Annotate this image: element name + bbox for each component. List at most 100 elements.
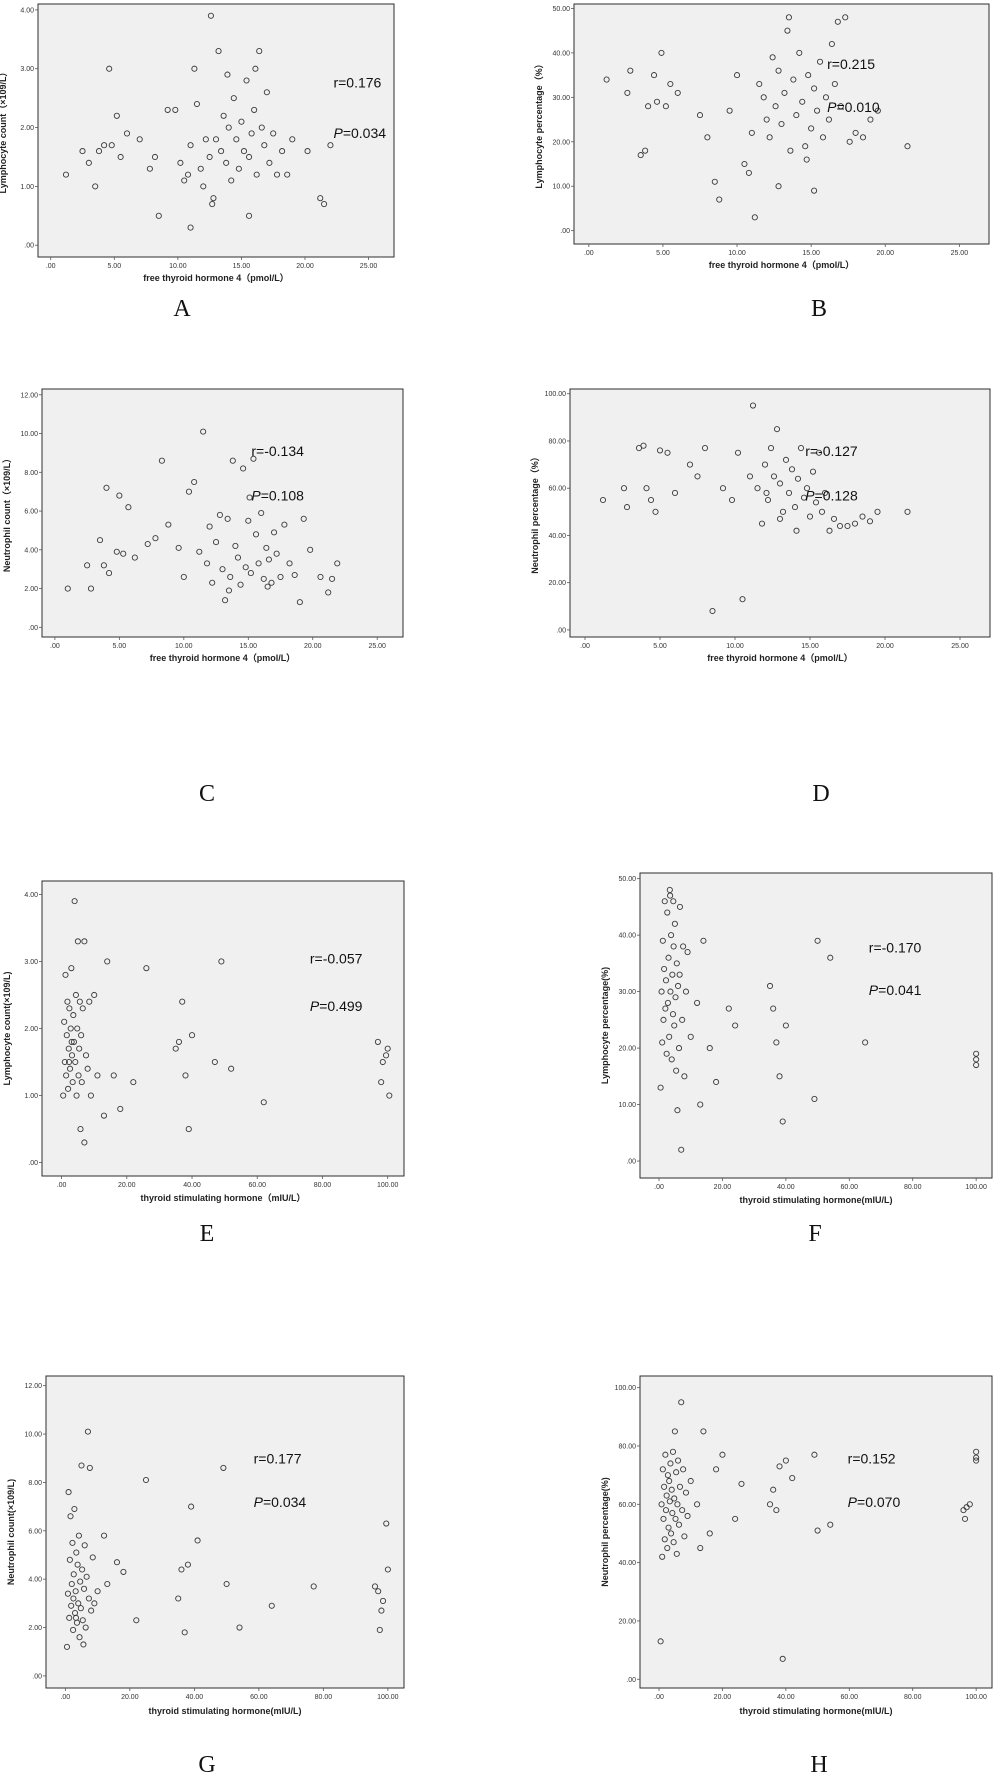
data-point [790,76,797,83]
data-point [782,1457,789,1464]
data-point [92,183,99,190]
y-tick-label: 2.00 [28,1625,42,1632]
data-point [788,466,796,473]
x-tick-label: 10.00 [728,250,746,257]
data-point [706,1530,713,1537]
data-point [694,1501,701,1508]
data-point [746,473,754,480]
data-point [675,1521,683,1528]
data-point [270,130,277,137]
data-point [209,579,216,586]
data-point [694,999,701,1006]
x-tick-label: 15.00 [233,263,251,270]
data-point [334,560,341,567]
x-tick-label: .00 [654,1694,664,1701]
y-tick-label: .00 [28,625,38,632]
data-point [218,148,225,155]
data-point [64,998,71,1005]
x-tick-label: 80.00 [904,1184,922,1191]
y-tick-label: 6.00 [28,1528,42,1535]
chart-e-svg: .00 20.00 40.00 60.00 80.00 100.00 .00 1.00 2.00… [2,880,405,1203]
data-point [776,1073,783,1080]
data-point [143,965,150,972]
y-tick-label: 10.00 [552,184,570,191]
data-point [87,585,95,592]
data-point [66,1058,73,1066]
data-point [66,1614,73,1621]
data-point [851,520,859,527]
data-point [296,599,303,606]
x-tick-label: 60.00 [841,1694,859,1701]
data-point [842,14,849,21]
data-point [75,1072,82,1079]
scatter-chart-g: .00 20.00 40.00 60.00 80.00 100.00 .00 2.00 4.00… [0,1370,412,1730]
data-point [101,1532,108,1539]
chart-d-svg: .00 5.00 10.00 15.00 20.00 25.00 .00 20.00 40.00… [530,388,991,663]
data-point [277,573,284,580]
data-point [728,496,736,504]
data-point [63,1032,70,1039]
data-point [779,508,787,515]
data-point [74,938,81,945]
data-point [289,136,296,143]
x-tick-label: 60.00 [250,1694,268,1701]
data-point [263,544,270,551]
y-tick-label: 1.00 [20,184,34,191]
p-symbol: P [251,488,261,504]
data-point [235,165,242,172]
data-point [185,1126,192,1133]
data-point [844,522,851,530]
data-point [814,107,821,114]
x-tick-label: 20.00 [876,250,894,257]
p-symbol: P [805,488,815,504]
correlation-r-value: r=-0.057 [310,951,363,967]
data-point [304,148,311,155]
data-point [682,988,690,995]
chart-f-svg: .00 20.00 40.00 60.00 80.00 100.00 .00 10.00 20.… [600,872,993,1205]
data-point [91,991,98,999]
y-tick-label: 50.00 [618,876,636,883]
data-point [165,521,172,528]
data-point [68,1580,75,1588]
data-point [836,522,844,530]
data-point [74,1025,81,1032]
data-point [81,1139,88,1146]
data-point [704,134,711,141]
data-point [79,1005,86,1012]
correlation-r-value: r=0.152 [848,1450,896,1466]
data-point [61,1018,68,1025]
x-tick-label: 15.00 [801,643,819,650]
data-point [247,570,254,577]
scatter-chart-a: .00 5.00 10.00 15.00 20.00 25.00 .00 1.00 2.00 3.… [0,0,400,290]
data-point [63,1072,70,1079]
data-point [732,1022,739,1029]
data-point [966,1501,973,1508]
data-point [701,444,709,452]
p-number: =0.499 [319,998,362,1014]
plot-area [569,388,991,638]
data-point [188,1032,196,1039]
data-point [94,1072,101,1079]
data-point [67,1513,74,1520]
y-axis-label: Lymphocyte percentage（%） [534,59,544,188]
y-axis-label: Lymphocyte percentage(%) [600,967,610,1084]
data-point [904,143,911,150]
data-point [271,529,278,536]
data-point [268,579,275,586]
y-tick-label: .00 [32,1673,42,1680]
data-point [778,120,785,128]
data-point [60,1092,67,1099]
data-point [662,977,670,984]
data-point [660,1016,667,1023]
data-point [660,1515,667,1522]
x-tick-label: .00 [46,263,56,270]
data-point [191,65,198,72]
data-point [773,426,781,433]
x-tick-label: 80.00 [904,1694,922,1701]
data-point [82,1624,89,1631]
data-point [307,546,314,553]
panel-label-a: A [173,296,191,322]
data-point [184,1561,191,1568]
x-tick-label: 60.00 [248,1182,266,1189]
data-point [188,1503,195,1510]
